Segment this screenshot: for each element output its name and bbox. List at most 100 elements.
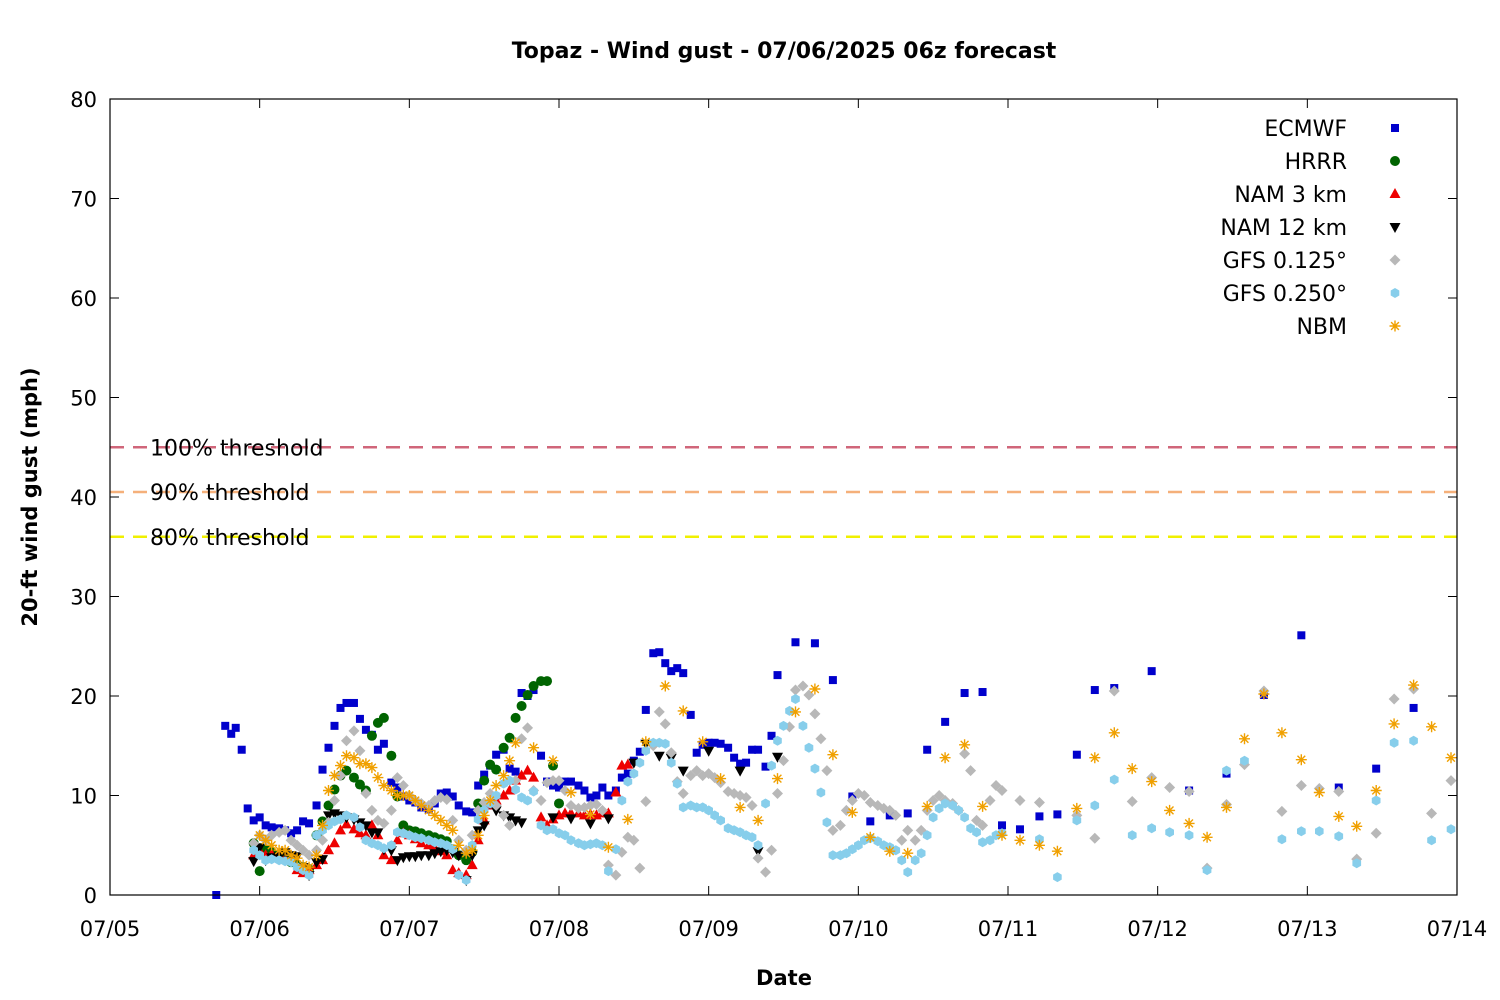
data-point bbox=[716, 815, 725, 826]
data-point bbox=[1165, 827, 1174, 838]
data-point bbox=[505, 764, 514, 773]
data-point bbox=[604, 866, 613, 877]
series-nam-12-km bbox=[248, 739, 784, 887]
data-point bbox=[977, 819, 989, 831]
data-point bbox=[547, 755, 559, 767]
data-point bbox=[972, 827, 981, 838]
data-point bbox=[677, 788, 689, 800]
data-point bbox=[598, 783, 607, 792]
data-point bbox=[1370, 785, 1382, 796]
data-point bbox=[897, 855, 907, 866]
data-point bbox=[939, 752, 951, 764]
legend-marker bbox=[1389, 254, 1401, 266]
data-point bbox=[366, 730, 377, 741]
data-point bbox=[448, 792, 457, 801]
data-point bbox=[628, 834, 640, 846]
data-point bbox=[360, 821, 372, 832]
data-point bbox=[1315, 826, 1324, 837]
data-point bbox=[311, 849, 322, 861]
data-point bbox=[703, 746, 715, 757]
data-point bbox=[490, 806, 502, 817]
y-tick-label: 70 bbox=[70, 188, 97, 212]
data-point bbox=[355, 714, 364, 723]
x-tick-label: 07/09 bbox=[678, 917, 739, 941]
data-point bbox=[311, 858, 323, 869]
y-tick-label: 40 bbox=[70, 486, 97, 510]
data-point bbox=[1014, 834, 1026, 846]
data-point bbox=[293, 826, 302, 835]
data-point bbox=[574, 781, 583, 790]
data-point bbox=[1295, 754, 1307, 766]
data-point bbox=[740, 791, 752, 803]
data-point bbox=[535, 811, 547, 822]
data-point bbox=[623, 776, 633, 787]
data-point bbox=[1033, 796, 1045, 808]
data-point bbox=[773, 671, 782, 680]
data-point bbox=[566, 835, 576, 846]
data-point bbox=[429, 809, 441, 821]
data-point bbox=[342, 810, 351, 821]
data-point bbox=[267, 854, 276, 865]
data-point bbox=[978, 837, 987, 848]
data-point bbox=[1090, 800, 1100, 811]
axes: 0 10 20 30 40 50 60 70 80 07/05 07/06 07/07 07/08 07/… bbox=[70, 88, 1487, 941]
data-point bbox=[387, 778, 396, 787]
legend-label: NAM 12 km bbox=[1220, 216, 1347, 241]
data-point bbox=[330, 721, 339, 730]
data-point bbox=[752, 852, 764, 864]
data-point bbox=[454, 801, 463, 810]
data-point bbox=[1127, 830, 1137, 841]
data-point bbox=[504, 819, 516, 831]
data-point bbox=[752, 814, 764, 826]
data-point bbox=[547, 813, 559, 824]
data-point bbox=[349, 812, 359, 823]
data-point bbox=[391, 856, 403, 867]
legend-label: NAM 3 km bbox=[1234, 183, 1347, 208]
data-point bbox=[498, 770, 510, 782]
data-point bbox=[498, 789, 510, 800]
data-point bbox=[466, 844, 478, 856]
data-point bbox=[890, 809, 902, 821]
data-point bbox=[641, 745, 651, 756]
data-point bbox=[355, 822, 365, 833]
data-point bbox=[686, 710, 695, 719]
data-point bbox=[1035, 834, 1044, 845]
data-point bbox=[342, 698, 351, 707]
data-point bbox=[473, 814, 483, 825]
data-point bbox=[304, 870, 314, 881]
data-point bbox=[415, 851, 427, 862]
data-point bbox=[1108, 685, 1120, 697]
data-point bbox=[354, 827, 366, 838]
data-point bbox=[447, 864, 459, 875]
data-point bbox=[909, 834, 921, 846]
data-point bbox=[385, 854, 397, 865]
data-point bbox=[959, 748, 971, 760]
data-point bbox=[231, 723, 240, 732]
data-point bbox=[584, 819, 596, 830]
data-point bbox=[379, 843, 389, 854]
data-point bbox=[866, 817, 875, 826]
data-point bbox=[248, 857, 260, 868]
data-point bbox=[221, 721, 230, 730]
data-point bbox=[474, 781, 483, 790]
data-point bbox=[752, 847, 764, 858]
data-point bbox=[665, 747, 677, 759]
data-point bbox=[1446, 824, 1456, 835]
data-point bbox=[1071, 802, 1083, 814]
legend-label: ECMWF bbox=[1264, 117, 1347, 142]
series-gfs-0-250- bbox=[249, 694, 1456, 886]
data-point bbox=[273, 844, 285, 856]
data-point bbox=[447, 814, 459, 826]
data-point bbox=[1109, 774, 1119, 785]
data-point bbox=[366, 762, 378, 774]
legend-marker bbox=[1390, 288, 1400, 298]
data-point bbox=[372, 772, 384, 784]
data-point bbox=[1201, 831, 1213, 843]
data-point bbox=[373, 745, 382, 754]
data-point bbox=[480, 770, 489, 779]
data-point bbox=[255, 813, 264, 822]
data-point bbox=[810, 763, 820, 774]
data-point bbox=[809, 683, 821, 695]
data-point bbox=[736, 759, 745, 768]
data-point bbox=[1051, 845, 1063, 857]
